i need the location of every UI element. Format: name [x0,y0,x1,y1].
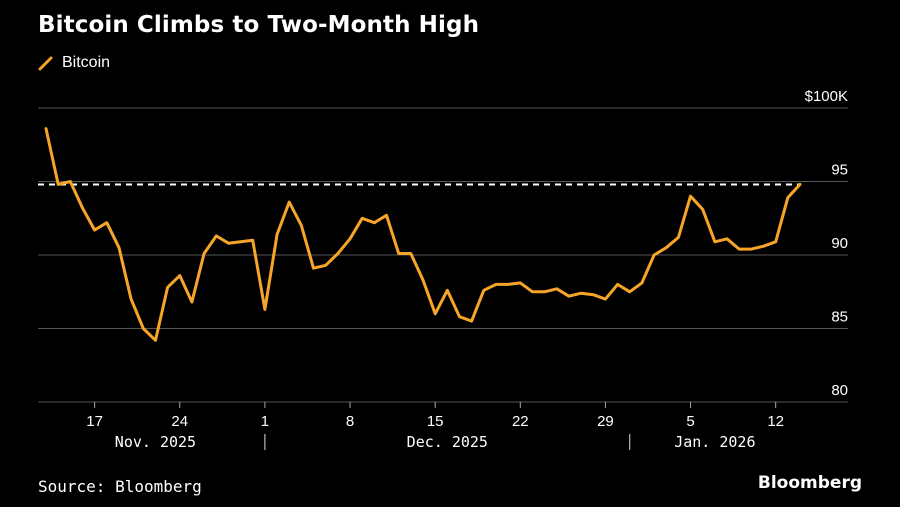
source-note: Source: Bloomberg [38,477,202,496]
x-group-label: Jan. 2026 [674,433,755,451]
x-tick-label: 17 [86,413,103,430]
x-tick-label: 12 [767,413,784,430]
y-tick-label: $100K [805,88,848,105]
x-tick-label: 29 [597,413,614,430]
x-group-label: Nov. 2025 [115,433,196,451]
x-tick-label: 24 [171,413,188,430]
x-tick-label: 1 [261,413,269,430]
chart-title: Bitcoin Climbs to Two-Month High [38,12,480,38]
x-group-label: Dec. 2025 [407,433,488,451]
y-tick-label: 95 [831,162,848,179]
x-tick-label: 5 [686,413,694,430]
x-tick-label: 15 [427,413,444,430]
x-tick-label: 22 [512,413,529,430]
y-tick-label: 80 [831,382,848,399]
bloomberg-logo: Bloomberg [757,473,862,493]
legend-line-icon [38,56,53,71]
legend-label: Bitcoin [62,54,111,71]
y-tick-label: 85 [831,309,848,326]
x-tick-label: 8 [346,413,354,430]
y-tick-label: 90 [831,235,848,252]
series-line-bitcoin [44,127,802,342]
legend: Bitcoin [38,54,110,72]
